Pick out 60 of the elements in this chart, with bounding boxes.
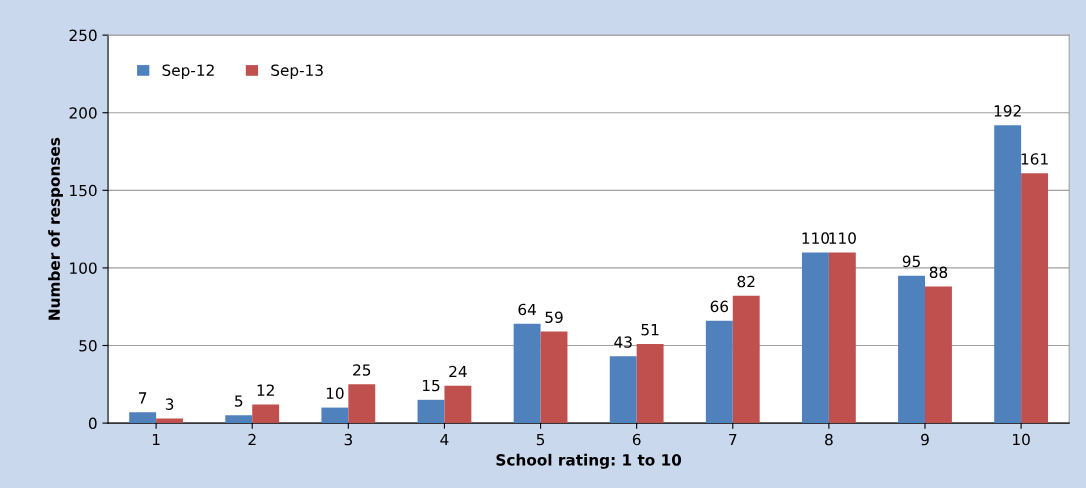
bar xyxy=(444,385,472,424)
data-label: 88 xyxy=(929,266,948,279)
bar xyxy=(513,323,541,424)
x-tick-label: 2 xyxy=(248,433,256,446)
bar xyxy=(801,252,829,424)
bar xyxy=(252,404,280,424)
bar xyxy=(925,286,952,424)
data-label: 64 xyxy=(518,303,536,316)
y-tick-label: 0 xyxy=(88,417,97,430)
bar xyxy=(898,275,925,424)
y-tick-label: 250 xyxy=(69,29,97,42)
bar xyxy=(828,252,856,424)
x-axis-title: School rating: 1 to 10 xyxy=(496,453,682,469)
bar xyxy=(705,320,733,424)
data-label: 25 xyxy=(353,364,371,376)
data-label: 51 xyxy=(641,324,659,336)
data-label: 95 xyxy=(902,255,920,268)
x-tick-label: 9 xyxy=(921,433,929,446)
y-tick-label: 50 xyxy=(79,339,97,352)
bar xyxy=(1021,173,1049,424)
data-label: 59 xyxy=(545,311,563,324)
legend-label: Sep-13 xyxy=(271,64,323,79)
data-label: 12 xyxy=(257,384,274,396)
data-label: 10 xyxy=(326,387,344,400)
y-tick-label: 100 xyxy=(70,262,97,274)
bar xyxy=(609,356,637,424)
y-tick-label: 150 xyxy=(70,184,97,197)
data-label: 5 xyxy=(235,395,243,407)
bar xyxy=(225,415,253,424)
y-axis-title: Number of responses xyxy=(48,137,63,320)
bar xyxy=(321,407,349,424)
bar xyxy=(636,343,664,424)
x-tick-label: 7 xyxy=(729,433,737,446)
data-label: 192 xyxy=(994,105,1021,117)
bar xyxy=(540,331,568,424)
data-label: 110 xyxy=(802,232,829,244)
x-tick-label: 8 xyxy=(825,433,833,446)
data-label: 24 xyxy=(449,365,467,378)
x-tick-label: 3 xyxy=(344,433,352,446)
y-tick-label: 200 xyxy=(69,107,97,119)
bar xyxy=(348,384,376,424)
data-label: 7 xyxy=(139,392,147,404)
data-label: 15 xyxy=(422,379,440,392)
bar xyxy=(129,412,157,424)
x-tick-label: 6 xyxy=(632,433,641,446)
bar xyxy=(417,399,445,424)
legend-label: Sep-12 xyxy=(162,64,214,79)
x-tick-label: 4 xyxy=(440,433,449,446)
x-tick-label: 1 xyxy=(152,433,160,446)
x-tick-label: 10 xyxy=(1013,433,1030,446)
x-tick-label: 5 xyxy=(536,433,545,446)
data-label: 3 xyxy=(165,398,174,410)
bar xyxy=(732,295,760,424)
bar xyxy=(156,418,184,424)
data-label: 66 xyxy=(710,300,729,313)
data-label: 82 xyxy=(737,275,755,288)
data-label: 110 xyxy=(829,232,856,244)
bar xyxy=(994,125,1022,424)
data-label: 43 xyxy=(614,336,632,348)
data-label: 161 xyxy=(1021,153,1048,165)
